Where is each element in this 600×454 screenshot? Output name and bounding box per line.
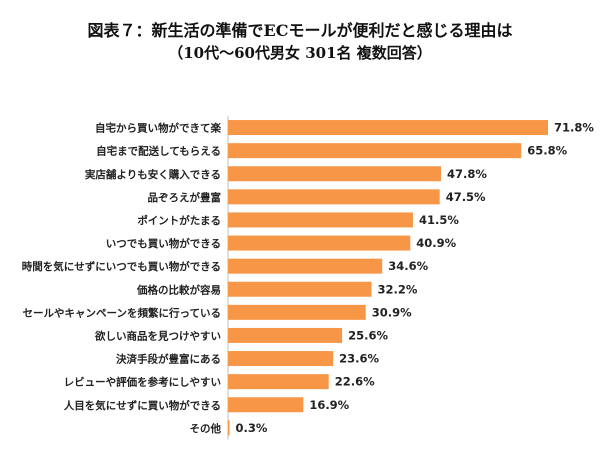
chart-title: 図表７：新生活の準備でECモールが便利だと感じる理由は	[87, 21, 513, 40]
value-label: 47.5%	[446, 190, 486, 204]
value-label: 25.6%	[348, 328, 388, 342]
category-label: 決済手段が豊富にある	[116, 353, 221, 366]
value-label: 22.6%	[335, 375, 375, 389]
bar	[228, 351, 334, 367]
value-label: 47.8%	[447, 167, 487, 181]
category-label: 品ぞろえが豊富	[148, 191, 222, 204]
value-label: 16.9%	[309, 398, 349, 412]
value-label: 23.6%	[339, 352, 379, 366]
value-label: 0.3%	[236, 421, 268, 435]
value-label: 41.5%	[419, 213, 459, 227]
bar	[228, 374, 329, 390]
category-label: 人目を気にせずに買い物ができる	[64, 399, 221, 412]
bar	[228, 212, 413, 228]
category-label: ポイントがたまる	[137, 214, 221, 227]
value-label: 65.8%	[527, 144, 567, 158]
bar	[228, 120, 548, 136]
value-label: 30.9%	[372, 305, 412, 319]
bar	[228, 281, 372, 297]
category-label: レビューや評価を参考にしやすい	[64, 376, 221, 389]
value-label: 32.2%	[378, 282, 418, 296]
bar	[228, 166, 442, 182]
category-label: 価格の比較が容易	[136, 283, 221, 296]
bar	[228, 420, 230, 436]
category-label: 実店舗よりも安く購入できる	[85, 168, 221, 181]
category-label: 欲しい商品を見つけやすい	[94, 329, 221, 342]
category-label: 自宅から買い物ができて楽	[95, 122, 221, 135]
bar	[228, 304, 366, 320]
value-label: 34.6%	[388, 259, 428, 273]
bar	[228, 258, 383, 274]
value-label: 40.9%	[416, 236, 456, 250]
bar-series: 自宅から買い物ができて楽 71.8% 自宅まで配送してもらえる 65.8% 実店舗よりも…	[22, 120, 594, 436]
bar	[228, 397, 304, 413]
category-label: その他	[190, 422, 222, 435]
bar	[228, 189, 440, 205]
bar	[228, 143, 522, 159]
category-label: 自宅まで配送してもらえる	[96, 145, 221, 158]
category-label: セールやキャンペーンを頻繁に行っている	[23, 306, 221, 319]
value-label: 71.8%	[554, 121, 594, 135]
category-label: いつでも買い物ができる	[106, 237, 221, 250]
bar	[228, 235, 411, 251]
category-label: 時間を気にせずにいつでも買い物ができる	[22, 260, 221, 273]
bar	[228, 327, 343, 343]
chart-subtitle: （10代〜60代男女 301名 複数回答）	[168, 44, 432, 62]
